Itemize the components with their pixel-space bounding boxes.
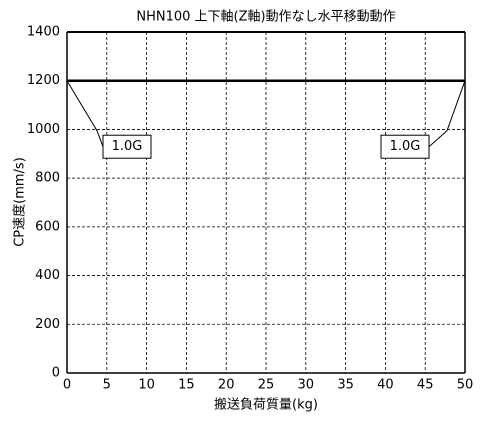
y-tick-label: 800	[35, 171, 60, 186]
y-tick-label: 600	[35, 219, 60, 234]
x-tick-label: 10	[138, 378, 155, 393]
annotation-leader	[428, 80, 466, 148]
x-tick-label: 25	[258, 378, 275, 393]
y-tick-label: 0	[52, 366, 60, 381]
y-tick-label: 1200	[27, 73, 60, 88]
x-axis-label: 搬送負荷質量(kg)	[214, 398, 318, 413]
x-tick-label: 5	[103, 378, 111, 393]
y-axis-label: CP速度(mm/s)	[12, 157, 28, 247]
y-tick-label: 1400	[27, 25, 60, 40]
x-tick-label: 40	[377, 378, 394, 393]
x-tick-label: 15	[178, 378, 195, 393]
x-tick-label: 45	[417, 378, 434, 393]
chart-title: NHN100 上下軸(Z軸)動作なし水平移動動作	[136, 10, 395, 25]
annotation-box	[380, 134, 430, 159]
x-tick-label: 30	[298, 378, 315, 393]
x-tick-label: 50	[457, 378, 474, 393]
annotation-text: 1.0G	[112, 139, 143, 154]
x-tick-label: 35	[337, 378, 354, 393]
x-tick-label: 0	[63, 378, 71, 393]
y-tick-label: 400	[35, 268, 60, 283]
annotation-leader	[66, 80, 104, 147]
annotation-text: 1.0G	[390, 139, 421, 154]
annotation-box	[102, 134, 152, 159]
y-tick-label: 200	[35, 317, 60, 332]
y-tick-label: 1000	[27, 122, 60, 137]
x-tick-label: 20	[218, 378, 235, 393]
